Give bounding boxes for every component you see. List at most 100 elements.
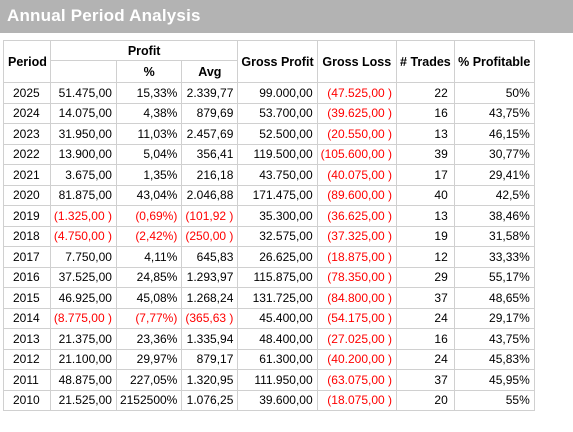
gross-loss-cell: (89.600,00 )	[316, 184, 398, 206]
table-row: 2017 7.750,00 4,11% 645,83 26.625,00 (18.875,…	[3, 246, 535, 268]
profit-pct-cell: 45,08%	[115, 287, 183, 309]
trades-cell: 13	[396, 205, 455, 227]
gross-profit-cell: 35.300,00	[237, 205, 318, 227]
trades-cell: 22	[396, 82, 455, 104]
pct-profitable-cell: 45,83%	[453, 348, 535, 370]
pct-profitable-cell: 29,41%	[453, 164, 535, 186]
table-row: 2016 37.525,00 24,85% 1.293,97 115.875,00 (78…	[3, 266, 535, 288]
pct-profitable-cell: 38,46%	[453, 205, 535, 227]
gross-profit-cell: 131.725,00	[237, 287, 318, 309]
year-cell: 2023	[3, 123, 51, 145]
table-row: 2025 51.475,00 15,33% 2.339,77 99.000,00 (47.…	[3, 82, 535, 104]
pct-profitable-cell: 42,5%	[453, 184, 535, 206]
profit-pct-cell: 15,33%	[115, 82, 183, 104]
profit-pct-cell: (0,69%)	[115, 205, 183, 227]
gross-loss-cell: (18.075,00 )	[316, 389, 398, 411]
profit-avg-cell: (101,92 )	[181, 205, 239, 227]
year-cell: 2022	[3, 143, 51, 165]
pct-profitable-cell: 48,65%	[453, 287, 535, 309]
gross-loss-cell: (54.175,00 )	[316, 307, 398, 329]
year-cell: 2013	[3, 328, 51, 350]
profit-pct-cell: 24,85%	[115, 266, 183, 288]
profit-avg-cell: 2.457,69	[181, 123, 239, 145]
table-row: 2014 (8.775,00 ) (7,77%) (365,63 ) 45.400,00…	[3, 307, 535, 329]
pct-profitable-cell: 43,75%	[453, 328, 535, 350]
profit-avg-cell: 1.320,95	[181, 369, 239, 391]
gross-profit-cell: 39.600,00	[237, 389, 318, 411]
gross-loss-cell: (40.200,00 )	[316, 348, 398, 370]
pct-profitable-cell: 46,15%	[453, 123, 535, 145]
year-cell: 2017	[3, 246, 51, 268]
profit-cell: 48.875,00	[49, 369, 117, 391]
profit-avg-cell: 879,17	[181, 348, 239, 370]
pct-profitable-cell: 29,17%	[453, 307, 535, 329]
table-row: 2013 21.375,00 23,36% 1.335,94 48.400,00 (27.…	[3, 328, 535, 350]
profit-avg-cell: 1.335,94	[181, 328, 239, 350]
profit-cell: 7.750,00	[49, 246, 117, 268]
profit-avg-cell: 1.293,97	[181, 266, 239, 288]
profit-cell: 31.950,00	[49, 123, 117, 145]
profit-avg-cell: 1.268,24	[181, 287, 239, 309]
year-cell: 2018	[3, 225, 51, 247]
header-period: Period	[3, 40, 51, 83]
pct-profitable-cell: 43,75%	[453, 102, 535, 124]
profit-avg-cell: 356,41	[181, 143, 239, 165]
profit-pct-cell: (2,42%)	[115, 225, 183, 247]
gross-profit-cell: 52.500,00	[237, 123, 318, 145]
header-pct-profitable: % Profitable	[453, 40, 535, 83]
profit-cell: 37.525,00	[49, 266, 117, 288]
gross-profit-cell: 45.400,00	[237, 307, 318, 329]
header-profit-avg: Avg	[181, 60, 239, 83]
pct-profitable-cell: 30,77%	[453, 143, 535, 165]
trades-cell: 40	[396, 184, 455, 206]
table-row: 2011 48.875,00 227,05% 1.320,95 111.950,00 (6…	[3, 369, 535, 391]
gross-profit-cell: 119.500,00	[237, 143, 318, 165]
profit-cell: 21.375,00	[49, 328, 117, 350]
profit-pct-cell: 29,97%	[115, 348, 183, 370]
table-row: 2023 31.950,00 11,03% 2.457,69 52.500,00 (20.…	[3, 123, 535, 145]
profit-cell: 46.925,00	[49, 287, 117, 309]
profit-cell: 3.675,00	[49, 164, 117, 186]
profit-cell: 21.100,00	[49, 348, 117, 370]
year-cell: 2021	[3, 164, 51, 186]
gross-profit-cell: 32.575,00	[237, 225, 318, 247]
trades-cell: 29	[396, 266, 455, 288]
profit-pct-cell: (7,77%)	[115, 307, 183, 329]
pct-profitable-cell: 55%	[453, 389, 535, 411]
gross-profit-cell: 115.875,00	[237, 266, 318, 288]
profit-avg-cell: (250,00 )	[181, 225, 239, 247]
gross-loss-cell: (63.075,00 )	[316, 369, 398, 391]
year-cell: 2014	[3, 307, 51, 329]
gross-loss-cell: (39.625,00 )	[316, 102, 398, 124]
trades-cell: 24	[396, 307, 455, 329]
gross-loss-cell: (18.875,00 )	[316, 246, 398, 268]
header-profit: Profit	[49, 40, 239, 61]
profit-avg-cell: 879,69	[181, 102, 239, 124]
profit-cell: 13.900,00	[49, 143, 117, 165]
profit-avg-cell: 2.046,88	[181, 184, 239, 206]
trades-cell: 19	[396, 225, 455, 247]
table-body: 2025 51.475,00 15,33% 2.339,77 99.000,00 (47.…	[3, 82, 535, 411]
profit-pct-cell: 1,35%	[115, 164, 183, 186]
gross-loss-cell: (84.800,00 )	[316, 287, 398, 309]
table-row: 2021 3.675,00 1,35% 216,18 43.750,00 (40.075,…	[3, 164, 535, 186]
table-row: 2019 (1.325,00 ) (0,69%) (101,92 ) 35.300,00…	[3, 205, 535, 227]
report-title: Annual Period Analysis	[7, 6, 201, 25]
gross-loss-cell: (37.325,00 )	[316, 225, 398, 247]
trades-cell: 39	[396, 143, 455, 165]
gross-loss-cell: (36.625,00 )	[316, 205, 398, 227]
profit-pct-cell: 23,36%	[115, 328, 183, 350]
year-cell: 2012	[3, 348, 51, 370]
gross-loss-cell: (20.550,00 )	[316, 123, 398, 145]
gross-profit-cell: 26.625,00	[237, 246, 318, 268]
gross-profit-cell: 99.000,00	[237, 82, 318, 104]
gross-loss-cell: (47.525,00 )	[316, 82, 398, 104]
pct-profitable-cell: 50%	[453, 82, 535, 104]
header-gross-loss: Gross Loss	[316, 40, 398, 83]
gross-profit-cell: 53.700,00	[237, 102, 318, 124]
profit-avg-cell: 1.076,25	[181, 389, 239, 411]
profit-avg-cell: (365,63 )	[181, 307, 239, 329]
gross-loss-cell: (40.075,00 )	[316, 164, 398, 186]
year-cell: 2019	[3, 205, 51, 227]
gross-profit-cell: 171.475,00	[237, 184, 318, 206]
